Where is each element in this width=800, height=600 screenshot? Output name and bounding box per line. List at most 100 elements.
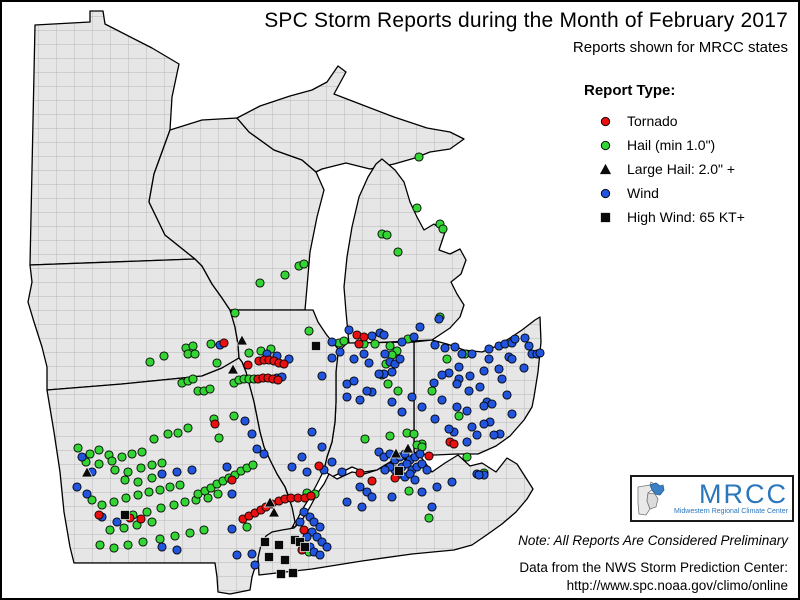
report-point-wind [344,325,354,335]
report-point-hail [138,537,148,547]
report-point-hail [185,528,195,538]
report-point-wind [307,427,317,437]
legend-item-label: Wind [627,185,659,201]
legend-item-label: High Wind: 65 KT+ [627,209,745,225]
report-point-wind [187,465,197,475]
report-point-hail [136,463,146,473]
report-point-wind [487,399,497,409]
report-point-wind [467,349,477,359]
report-point-hail [442,354,452,364]
preliminary-note: Note: All Reports Are Considered Prelimi… [518,533,788,548]
report-point-hail [155,534,165,544]
report-point-wind [507,354,517,364]
report-point-tornado [273,375,283,385]
report-point-wind [415,322,425,332]
report-point-wind [337,467,347,477]
report-point-large-hail [235,334,249,346]
report-point-wind [82,489,92,499]
report-point-tornado [424,451,434,461]
report-point-wind [464,386,474,396]
report-point-wind [77,452,87,462]
report-point-large-hail [80,466,94,478]
report-point-wind [494,364,504,374]
report-point-wind [467,422,477,432]
report-point-wind [497,374,507,384]
mrcc-acronym: MRCC [699,478,788,509]
report-point-hail [183,423,193,433]
mrcc-logo-text: MRCC Midwestern Regional Climate Center [666,478,788,516]
report-point-wind [452,402,462,412]
report-point-wind [454,362,464,372]
report-point-wind [415,449,425,459]
report-point-wind [479,419,489,429]
report-point-hail [206,339,216,349]
report-point-hail [73,443,83,453]
report-point-wind [502,390,512,400]
report-point-wind [227,524,237,534]
report-point-tornado [136,514,146,524]
report-point-hail [137,447,147,457]
report-point-wind [287,462,297,472]
report-point-hail [117,452,127,462]
report-point-wind [429,378,439,388]
report-point-hail [382,230,392,240]
report-point-wind [359,349,369,359]
report-point-wind [317,371,327,381]
report-point-wind [452,379,462,389]
report-point-hail [127,449,137,459]
report-point-high-wind [280,555,290,565]
report-point-wind [374,369,384,379]
report-point-hail [121,493,131,503]
report-point-wind [172,545,182,555]
report-point-hail [214,433,224,443]
report-point-hail [385,431,395,441]
mrcc-tagline: Midwestern Regional Climate Center [674,508,788,516]
page-title: SPC Storm Reports during the Month of Fe… [264,9,788,32]
report-point-hail [299,259,309,269]
report-point-wind [402,459,412,469]
report-point-wind [410,475,420,485]
report-point-hail [165,482,175,492]
report-point-hail [87,495,97,505]
report-point-large-hail [226,363,240,375]
report-point-wind [457,349,467,359]
report-point-hail [156,503,166,513]
report-point-wind [232,550,242,560]
report-point-hail [244,348,254,358]
legend-heading: Report Type: [584,82,676,99]
report-point-hail [155,485,165,495]
report-point-large-hail [263,496,277,508]
report-point-tornado [219,338,229,348]
legend-items: Tornado Hail (min 1.0") Large Hail: 2.0" +… [584,109,745,229]
report-point-wind [535,348,545,358]
report-point-wind [462,437,472,447]
legend: Report Type: Tornado Hail (min 1.0") Large… [584,82,745,229]
report-point-wind [450,342,460,352]
report-point-wind [367,492,377,502]
report-point-hail [248,460,258,470]
report-point-wind [417,487,427,497]
subtitle: Reports shown for MRCC states [572,39,788,56]
report-point-hail [404,486,414,496]
report-point-wind [434,314,444,324]
report-point-wind [302,467,312,477]
report-point-tornado [227,475,237,485]
report-point-wind [380,349,390,359]
state-michigan-lower-peninsula [343,158,467,345]
report-point-hail [163,429,173,439]
report-point-hail [95,540,105,550]
report-point-wind [222,462,232,472]
tornado-marker-icon [600,116,611,126]
legend-item-tornado: Tornado [584,109,745,133]
report-point-tornado [354,339,364,349]
report-point-tornado [359,332,369,342]
report-point-hail [133,490,143,500]
report-point-hail [94,459,104,469]
report-point-hail [393,247,403,257]
report-point-hail [213,489,223,499]
report-point-wind [342,392,352,402]
report-point-wind [315,550,325,560]
report-point-wind [427,502,437,512]
report-point-wind [72,482,82,492]
